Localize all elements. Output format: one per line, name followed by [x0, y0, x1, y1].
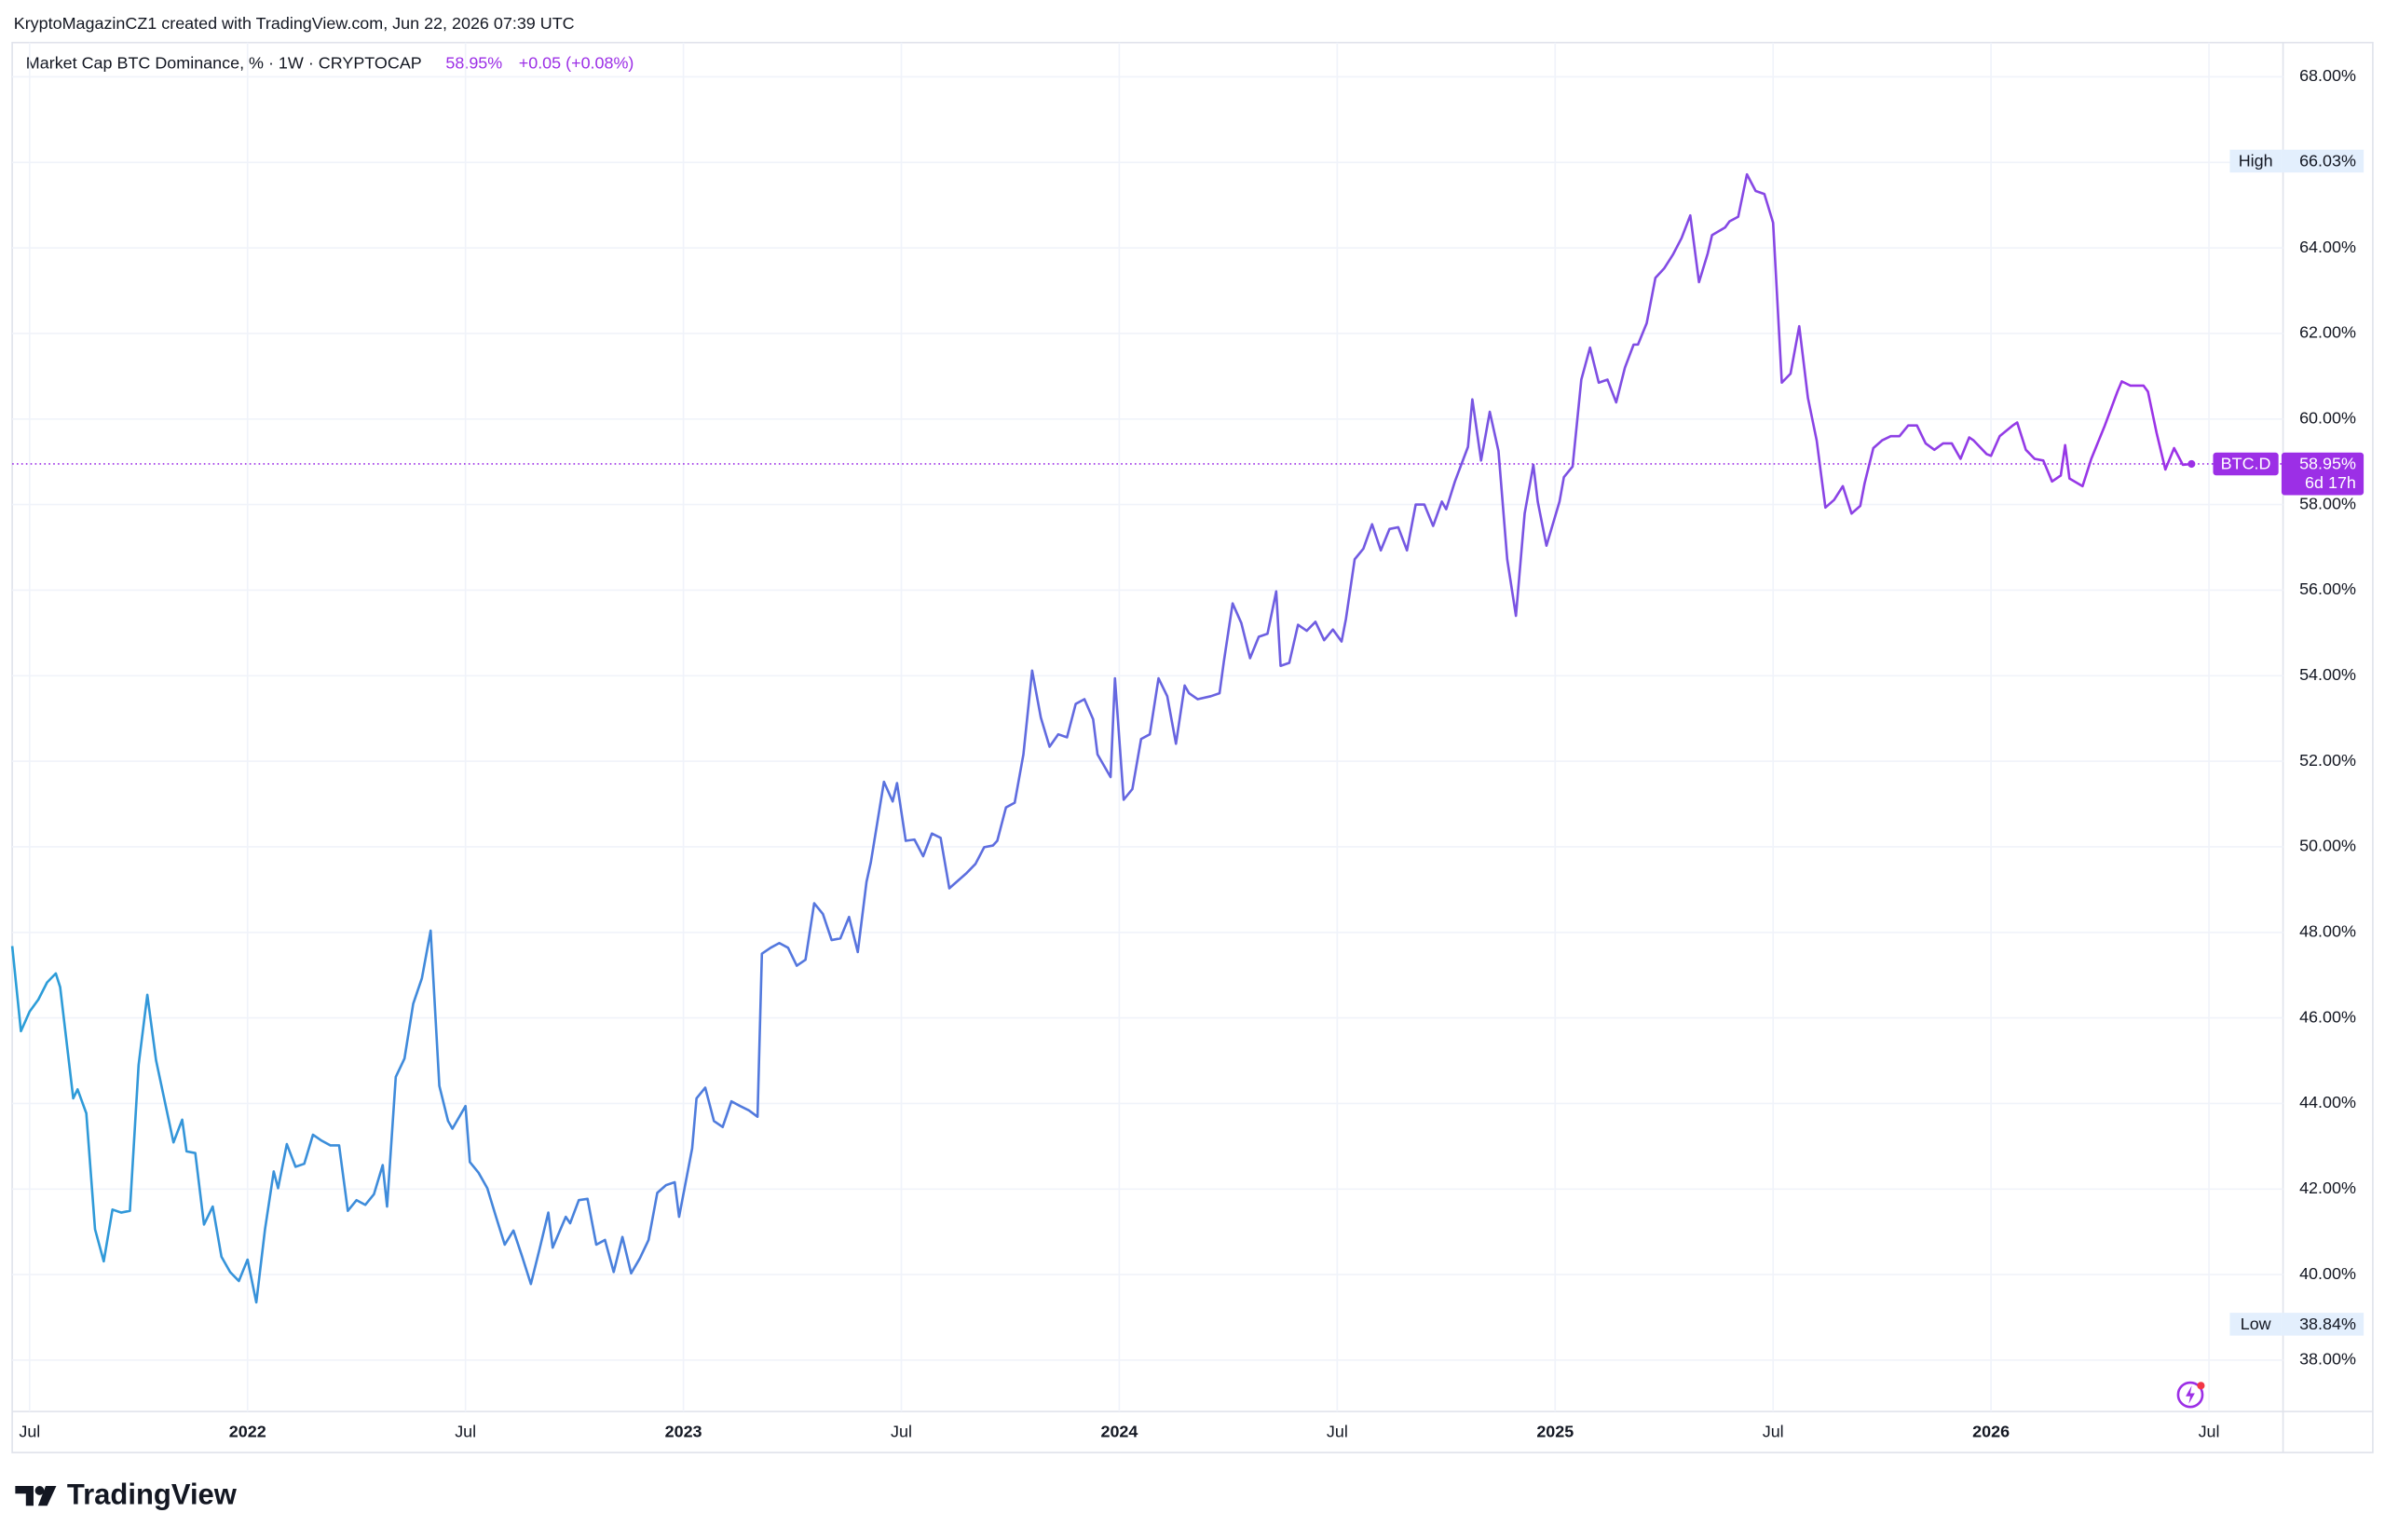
y-tick-label: 38.00%	[2299, 1350, 2356, 1369]
x-tick-label: Jul	[1327, 1423, 1348, 1441]
legend-change: +0.05 (+0.08%)	[519, 53, 634, 72]
logo	[15, 1486, 57, 1506]
last-point	[2187, 459, 2196, 469]
y-tick-label: 64.00%	[2299, 238, 2356, 256]
x-tick-label: Jul	[2199, 1423, 2220, 1441]
brand: TradingView	[67, 1479, 238, 1511]
price-box	[2281, 452, 2365, 496]
x-tick-label: 2025	[1536, 1423, 1574, 1441]
series-line	[10, 172, 2192, 1304]
y-tick-label: 52.00%	[2299, 751, 2356, 770]
y-tick-label: 58.00%	[2299, 494, 2356, 512]
low-tag	[2229, 1313, 2282, 1336]
legend-value: 58.95%	[445, 53, 502, 72]
x-tick-label: Jul	[19, 1423, 40, 1441]
y-tick-label: 68.00%	[2299, 66, 2356, 85]
attribution: KryptoMagazinCZ1 created with TradingVie…	[14, 14, 575, 33]
countdown-label: 6d 17h	[2305, 473, 2356, 492]
y-tick-label: 62.00%	[2299, 323, 2356, 342]
low-label: Low	[2241, 1315, 2271, 1333]
symbol-box	[2213, 452, 2279, 476]
high-tag	[2229, 149, 2282, 173]
y-tick-label: 44.00%	[2299, 1093, 2356, 1111]
x-tick-label: 2026	[1972, 1423, 2010, 1441]
x-tick-label: Jul	[455, 1423, 476, 1441]
series-name: Market Cap BTC Dominance, % · 1W · CRYPT…	[26, 53, 422, 72]
y-tick-label: 42.00%	[2299, 1179, 2356, 1197]
y-tick-label: 60.00%	[2299, 409, 2356, 428]
x-tick-label: 2022	[229, 1423, 266, 1441]
high-value: 66.03%	[2299, 151, 2356, 170]
replay-icon	[2176, 1381, 2205, 1409]
y-tick-label: 50.00%	[2299, 837, 2356, 855]
high-box	[2281, 149, 2365, 173]
x-tick-label: Jul	[891, 1423, 912, 1441]
x-tick-label: 2023	[665, 1423, 702, 1441]
grid	[12, 42, 2283, 1412]
x-tick-label: 2024	[1100, 1423, 1138, 1441]
price-label: 58.95%	[2299, 455, 2356, 473]
y-tick-label: 48.00%	[2299, 922, 2356, 941]
frame	[11, 41, 2374, 1453]
low-box	[2281, 1313, 2365, 1336]
y-tick-label: 56.00%	[2299, 579, 2356, 598]
low-value: 38.84%	[2299, 1315, 2356, 1333]
high-label: High	[2239, 151, 2273, 170]
y-tick-label: 46.00%	[2299, 1007, 2356, 1026]
x-tick-label: Jul	[1763, 1423, 1784, 1441]
y-tick-label: 54.00%	[2299, 665, 2356, 684]
symbol-label: BTC.D	[2221, 455, 2271, 473]
y-tick-label: 40.00%	[2299, 1264, 2356, 1283]
